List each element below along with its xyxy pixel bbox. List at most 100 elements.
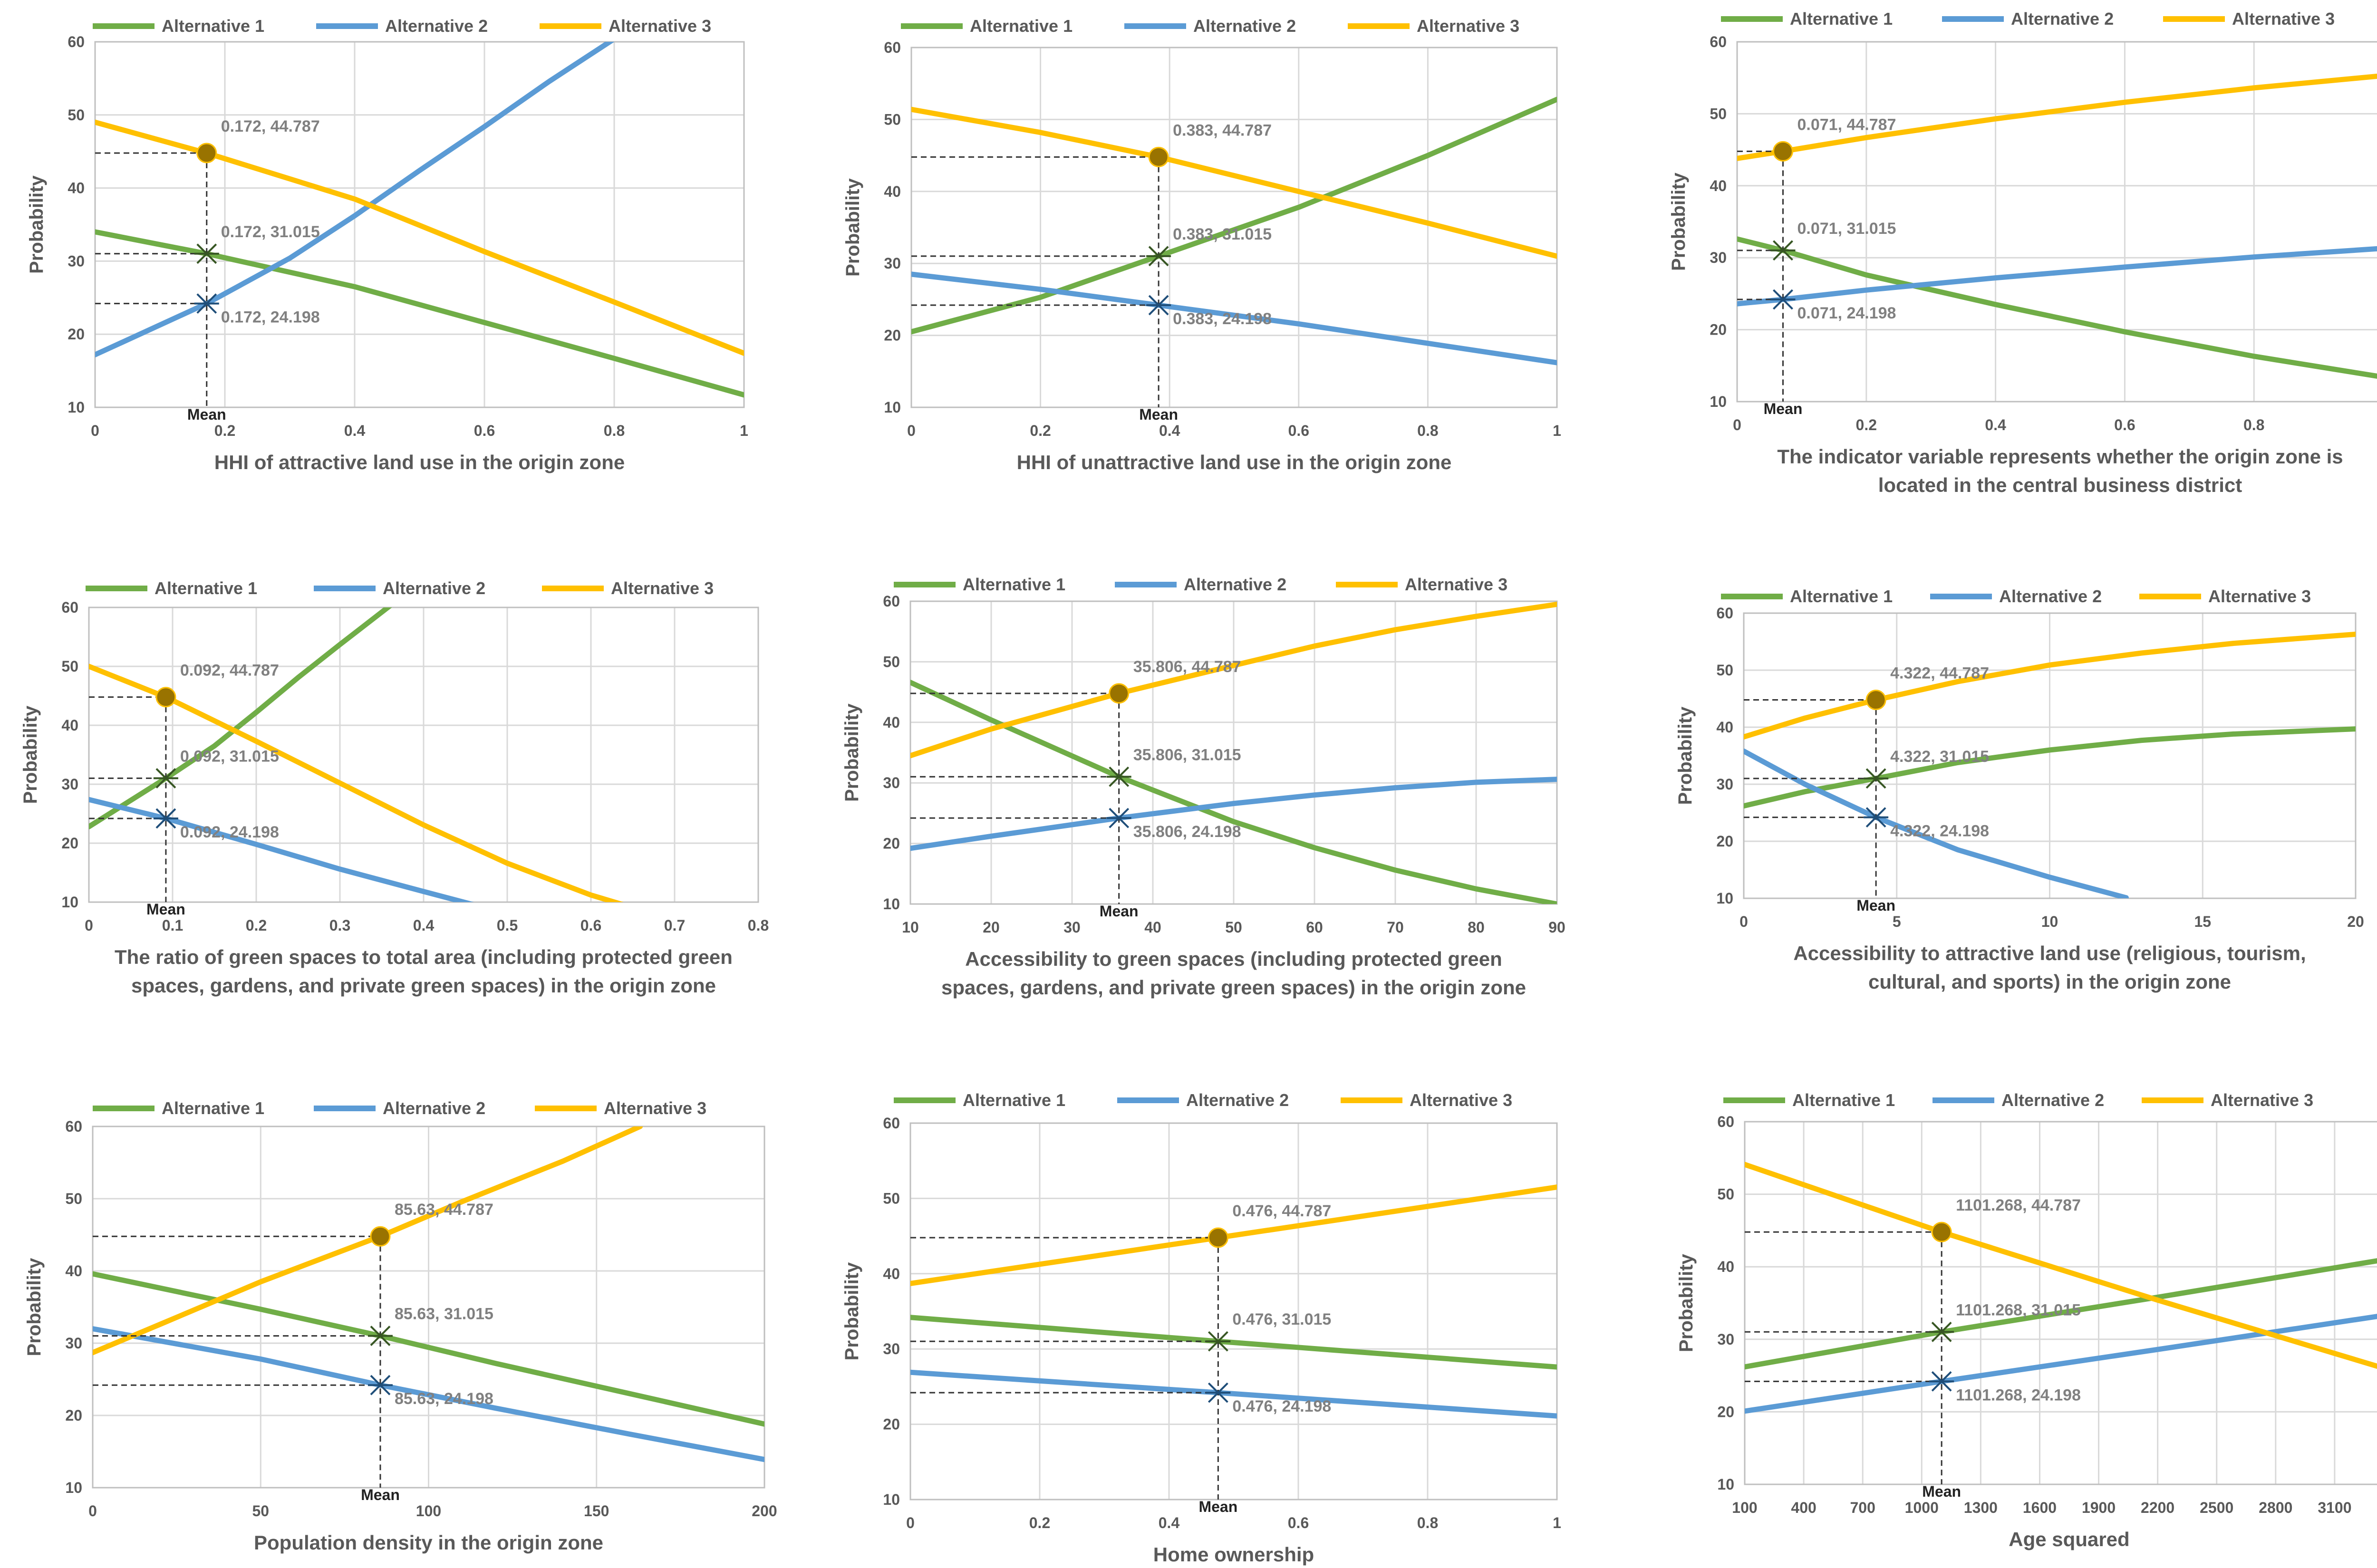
data-label: 4.322, 24.198 [1890,822,1989,840]
chart-panel-5: 10 20 30 40 50 60 10 20 30 40 50 60 70 80 90 35.806, 44… [841,575,1565,999]
legend-item: Alternative 2 [383,1098,485,1118]
series-line-alternative-1 [911,96,1557,335]
series-line-alternative-3 [1745,1162,2377,1369]
x-tick-label: 1900 [2082,1499,2116,1516]
data-label: 0.092, 44.787 [180,662,279,680]
y-tick-label: 10 [1716,890,1733,907]
x-tick-label: 0 [1739,913,1748,930]
y-tick-label: 60 [884,39,901,56]
series-line-alternative-3 [95,119,744,356]
x-tick-label: 40 [1144,919,1161,936]
x-tick-label: 0.7 [664,917,685,934]
y-axis-label: Probability [841,703,862,801]
plot-area [1743,612,2357,899]
mean-label: Mean [1198,1498,1237,1515]
series-line-alternative-2 [93,1326,764,1462]
y-axis-label: Probability [842,178,863,276]
y-tick-label: 20 [65,1407,82,1424]
y-tick-label: 50 [1717,1186,1734,1203]
data-label: 85.63, 31.015 [395,1305,493,1323]
y-tick-label: 10 [884,399,901,416]
y-tick-label: 60 [65,1118,82,1135]
x-tick-label: 0.8 [604,422,625,439]
y-tick-label: 60 [1710,33,1727,50]
mean-label: Mean [1764,400,1803,417]
x-tick-label: 50 [1225,919,1242,936]
y-tick-label: 30 [61,776,78,793]
mean-point-marker [1772,141,1793,162]
y-tick-label: 40 [1710,177,1727,194]
chart-panel-7: 10 20 30 40 50 60 0 50 100 150 200 85.63, 44.787 85.… [24,1098,777,1554]
mean-label: Mean [1100,903,1139,920]
y-tick-label: 30 [883,774,900,791]
legend-item: Alternative 2 [1186,1090,1289,1110]
series-line-alternative-2 [89,797,474,902]
x-tick-label: 700 [1850,1499,1875,1516]
y-tick-label: 30 [884,255,901,272]
data-label: 0.476, 31.015 [1232,1310,1331,1328]
x-tick-label: 0.6 [1288,422,1309,439]
x-axis-label: spaces, gardens, and private green space… [131,974,716,997]
data-label: 0.172, 24.198 [221,308,320,327]
x-tick-label: 90 [1548,919,1565,936]
data-label: 1101.268, 31.015 [1956,1301,2081,1319]
y-axis-label: Probability [24,1258,45,1356]
legend-item: Alternative 2 [2001,1090,2104,1110]
legend-item: Alternative 3 [2208,587,2311,606]
legend-item: Alternative 2 [1999,587,2102,606]
y-tick-label: 10 [68,399,85,416]
chart-panel-8: 10 20 30 40 50 60 0 0.2 0.4 0.6 0.8 1 0.476, 44.787 0… [841,1090,1561,1566]
legend-item: Alternative 3 [1410,1090,1512,1110]
x-tick-label: 1600 [2023,1499,2057,1516]
legend-item: Alternative 1 [162,16,264,36]
x-tick-label: 0.1 [162,917,183,934]
y-tick-label: 60 [68,33,85,50]
legend-item: Alternative 2 [1184,575,1286,594]
y-axis-label: Probability [1676,1253,1697,1352]
y-tick-label: 40 [1717,1258,1734,1275]
y-tick-label: 60 [1716,605,1733,622]
mean-label: Mean [146,901,185,918]
legend-item: Alternative 3 [2232,9,2335,29]
legend-item: Alternative 1 [963,575,1065,594]
y-tick-label: 30 [1717,1331,1734,1348]
legend-item: Alternative 3 [604,1098,706,1118]
x-axis-label: spaces, gardens, and private green space… [941,976,1526,999]
legend-item: Alternative 2 [2011,9,2114,29]
legend-item: Alternative 1 [1790,587,1893,606]
y-tick-label: 50 [1710,105,1727,122]
x-tick-label: 0 [907,422,916,439]
data-label: 0.071, 24.198 [1797,304,1896,322]
data-label: 1101.268, 24.198 [1956,1386,2081,1404]
y-tick-label: 60 [883,1115,900,1132]
y-tick-label: 20 [68,326,85,343]
y-tick-label: 40 [68,180,85,197]
x-tick-label: 1 [1553,1514,1561,1531]
legend-item: Alternative 1 [963,1090,1065,1110]
mean-label: Mean [1139,406,1178,423]
x-axis-label: Home ownership [1153,1543,1314,1566]
y-tick-label: 30 [1716,776,1733,793]
y-tick-label: 10 [1710,393,1727,410]
y-axis-label: Probability [20,705,41,804]
chart-panel-4: 10 20 30 40 50 60 0 0.1 0.2 0.3 0.4 0.5 0.6 0.7 0.8 0.0… [20,578,769,997]
y-tick-label: 50 [61,658,78,675]
x-tick-label: 0.4 [1159,1514,1180,1531]
data-label: 0.071, 31.015 [1797,220,1896,238]
data-label: 35.806, 44.787 [1133,658,1241,676]
x-axis-label: Age squared [2009,1528,2129,1550]
legend-item: Alternative 2 [385,16,488,36]
mean-point-marker [370,1226,391,1247]
x-tick-label: 2200 [2141,1499,2174,1516]
y-tick-label: 20 [1717,1403,1734,1420]
legend-item: Alternative 3 [1405,575,1507,594]
chart-panel-1: 10 20 30 40 50 60 0 0.2 0.4 0.6 0.8 1 0.172, 44.787 0… [26,16,748,473]
y-tick-label: 10 [883,1491,900,1508]
x-tick-label: 0.2 [1030,422,1051,439]
x-tick-label: 0.8 [1417,422,1438,439]
chart-panel-9: 10 20 30 40 50 60 100 400 700 1000 1300 1600 1900 220… [1676,1090,2377,1550]
mean-point-marker [155,687,176,708]
x-tick-label: 1300 [1964,1499,1998,1516]
x-tick-label: 0.8 [748,917,769,934]
